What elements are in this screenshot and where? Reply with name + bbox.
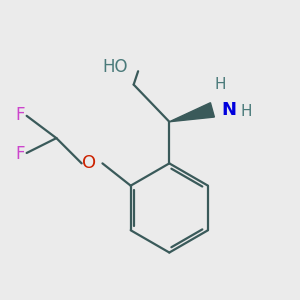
Text: N: N [221,101,236,119]
Polygon shape [169,103,214,122]
Text: HO: HO [102,58,128,76]
Text: O: O [82,154,96,172]
Text: F: F [16,106,25,124]
Text: H: H [241,104,252,119]
Text: H: H [214,77,226,92]
Text: F: F [16,145,25,163]
